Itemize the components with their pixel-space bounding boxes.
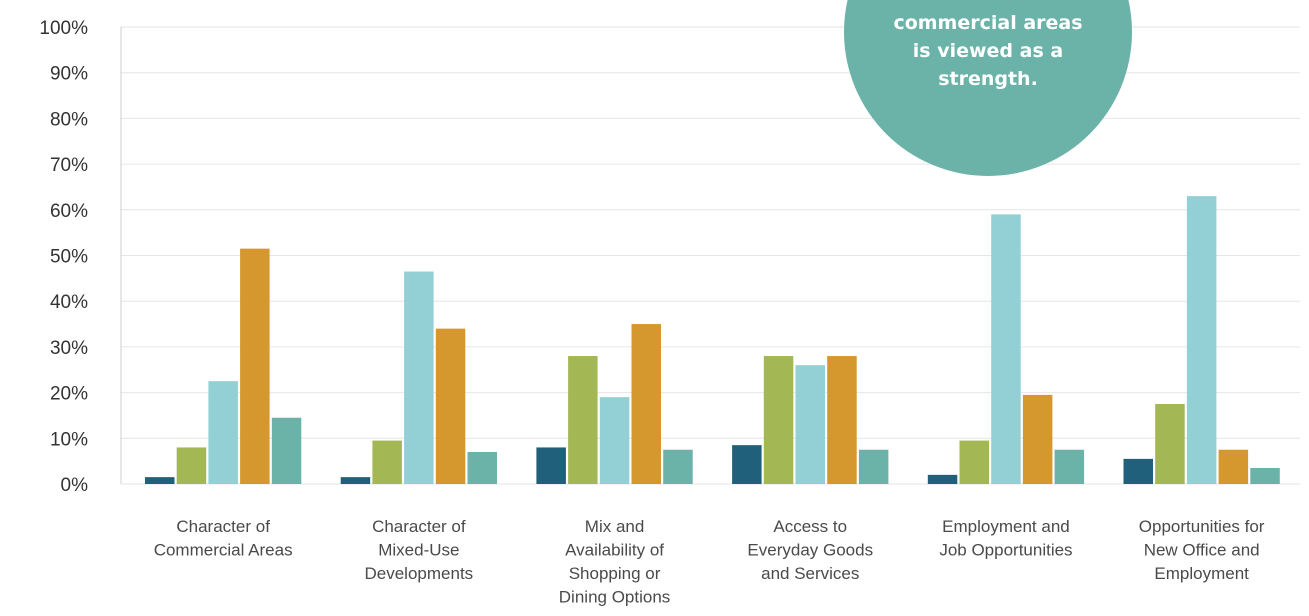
y-tick-label: 80% <box>50 109 88 130</box>
y-tick-label: 60% <box>50 201 88 222</box>
x-tick-label: Character of <box>372 517 466 536</box>
y-tick-label: 0% <box>61 475 89 496</box>
bar <box>240 248 270 484</box>
y-tick-label: 30% <box>50 338 88 359</box>
y-tick-label: 100% <box>39 18 88 39</box>
y-tick-label: 70% <box>50 155 88 176</box>
bar <box>145 477 175 484</box>
x-tick-label: Character of <box>176 517 270 536</box>
bar <box>536 447 566 484</box>
bar <box>663 449 693 484</box>
x-tick-label: Access to <box>773 517 847 536</box>
x-tick-label: Employment <box>1154 564 1249 583</box>
callout-circle <box>844 0 1132 176</box>
callout-line: strength. <box>938 68 1038 90</box>
bar <box>568 356 598 484</box>
bar <box>271 417 302 484</box>
bar <box>827 356 857 484</box>
x-tick-label: Availability of <box>565 541 664 560</box>
x-tick-label: and Services <box>761 564 859 583</box>
x-tick-label: Dining Options <box>559 588 671 607</box>
x-tick-label: Mixed-Use <box>378 541 459 560</box>
x-tick-label: New Office and <box>1144 541 1260 560</box>
y-tick-label: 90% <box>50 64 88 85</box>
x-axis-labels: Character of Commercial Areas Character of… <box>154 517 1265 607</box>
x-tick-label: Developments <box>365 564 474 583</box>
x-tick-label: Commercial Areas <box>154 541 293 560</box>
bar <box>763 356 794 484</box>
x-tick-label: Opportunities for <box>1139 517 1265 536</box>
callout-text: commercial areas is viewed as a strength. <box>893 12 1082 90</box>
gridlines <box>121 26 1300 485</box>
bar <box>208 381 238 484</box>
x-tick-label: Job Opportunities <box>939 541 1072 560</box>
x-tick-label: Mix and <box>585 517 645 536</box>
bar <box>991 214 1021 484</box>
y-tick-label: 10% <box>50 429 88 450</box>
bar <box>599 397 630 484</box>
bar <box>1155 404 1185 484</box>
bar <box>858 449 889 484</box>
y-tick-label: 50% <box>50 247 88 268</box>
bar <box>631 324 661 484</box>
x-tick-label: Employment and <box>942 517 1070 536</box>
x-tick-label: Everyday Goods <box>747 541 873 560</box>
x-tick-label: Shopping or <box>569 564 661 583</box>
bar <box>732 445 762 484</box>
bar <box>404 271 434 484</box>
bar <box>372 440 402 484</box>
y-tick-label: 40% <box>50 292 88 313</box>
bar <box>1218 449 1249 484</box>
bar <box>927 474 958 484</box>
bar <box>795 365 825 484</box>
bar <box>1250 468 1280 484</box>
callout-bubble: commercial areas is viewed as a strength. <box>844 0 1132 176</box>
bar <box>1123 458 1153 484</box>
y-axis-ticks: 0% 10% 20% 30% 40% 50% 60% 70% 80% 90% 100% <box>39 18 88 496</box>
callout-line: commercial areas <box>893 12 1082 34</box>
bars <box>145 196 1280 484</box>
callout-line: is viewed as a <box>913 40 1063 62</box>
bar <box>467 452 497 484</box>
bar <box>176 447 207 484</box>
bar <box>1054 449 1085 484</box>
bar <box>435 328 466 484</box>
bar <box>1186 196 1217 484</box>
bar <box>959 440 989 484</box>
y-tick-label: 20% <box>50 384 88 405</box>
bar <box>340 477 371 484</box>
bar <box>1022 394 1053 484</box>
